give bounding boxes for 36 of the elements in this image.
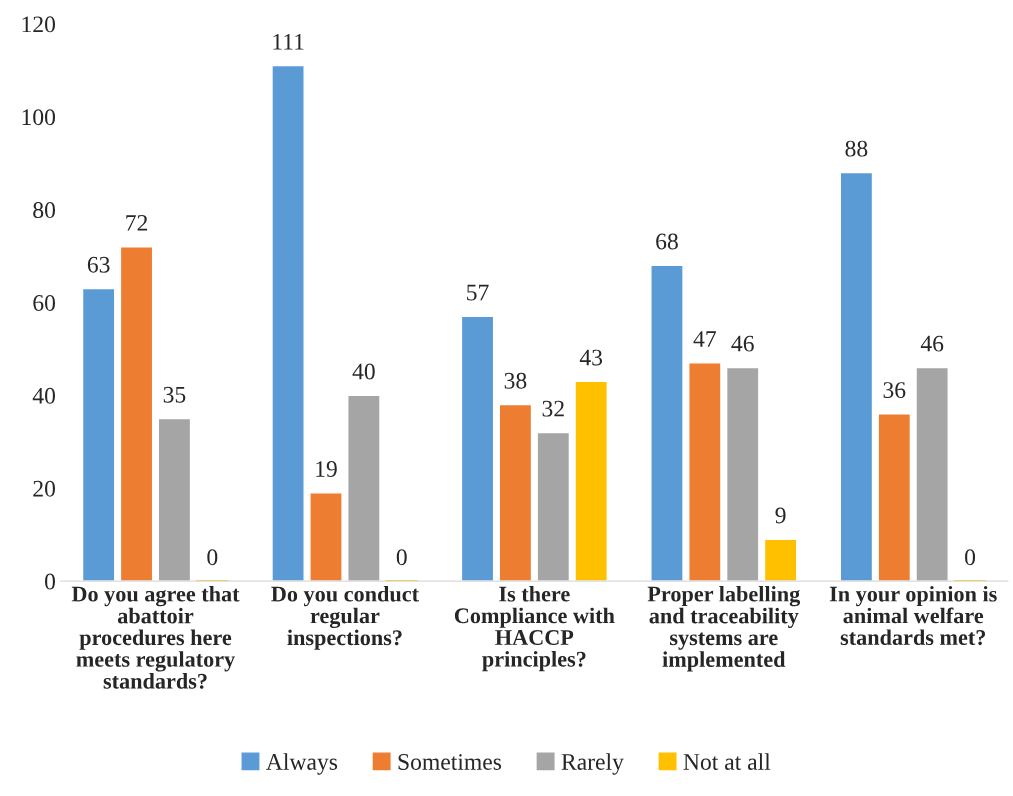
data-label: 38 [504,372,527,389]
data-label: 9 [775,507,786,524]
data-label: 63 [87,256,110,273]
legend-label: Rarely [561,753,624,775]
data-label: 35 [163,386,186,403]
y-tick-label: 20 [33,480,56,497]
data-label: 36 [883,382,906,399]
data-label: 0 [965,549,976,566]
x-tick-label: Do you agree that abattoir procedures here meets regulatory standards? [71,585,240,689]
y-tick-label: 80 [33,202,56,219]
data-label: 68 [656,233,678,250]
y-tick-label: 100 [22,109,56,126]
data-label: 0 [396,549,407,566]
data-label: 0 [207,549,218,566]
legend-label: Sometimes [398,754,502,770]
data-label: 88 [845,140,868,157]
data-label: 111 [273,33,304,50]
data-label: 40 [352,363,375,380]
data-label: 47 [693,331,716,347]
y-tick-label: 120 [22,16,56,33]
legend-label: Always [266,753,338,775]
data-label: 57 [467,284,489,301]
data-label: 32 [542,400,564,417]
y-tick-label: 40 [32,387,56,404]
data-label: 19 [316,461,337,477]
y-tick-label: 0 [45,573,56,590]
x-tick-label: Proper labelling and traceability systems are implemented [647,585,801,672]
data-label: 46 [920,335,944,352]
x-tick-label: Is there Compliance with HACCP principles? [454,585,615,672]
y-tick-label: 60 [33,294,56,311]
data-label: 46 [731,335,754,352]
data-label: 72 [126,214,148,231]
data-label: 43 [579,349,603,366]
legend-label: Not at all [683,753,771,770]
x-tick-label: In your opinion is animal welfare standards met? [829,585,997,646]
x-tick-label: Do you conduct regular inspections? [271,585,419,650]
